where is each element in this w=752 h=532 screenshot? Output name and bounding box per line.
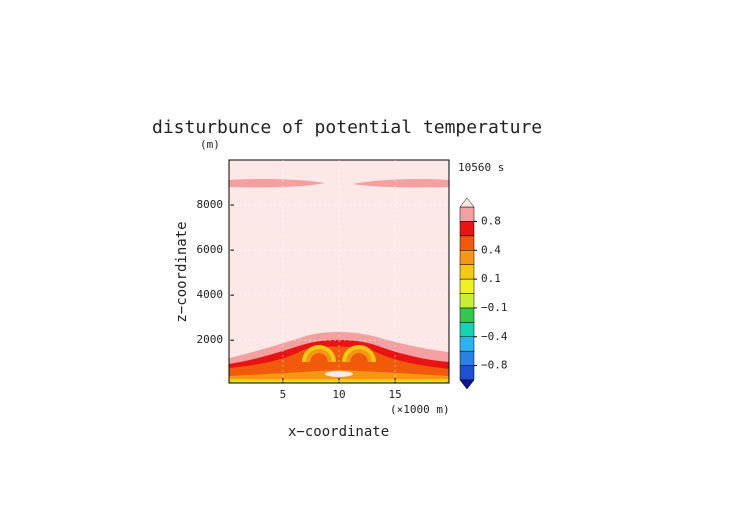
colorbar-extension	[459, 197, 475, 208]
colorbar-band	[459, 293, 475, 309]
colorbar-band	[459, 350, 475, 366]
colorbar-band	[459, 235, 475, 251]
contour-region	[306, 349, 372, 362]
x-axis-label: x−coordinate	[288, 424, 389, 440]
colorbar-band	[459, 278, 475, 294]
x-tick-label: 15	[388, 388, 401, 401]
y-tick-label: 4000	[197, 288, 224, 301]
x-tick-label: 10	[332, 388, 345, 401]
chart-title: disturbunce of potential temperature	[152, 117, 542, 138]
y-tick-label: 2000	[197, 333, 224, 346]
colorbar-band	[459, 264, 475, 280]
colorbar-extension	[459, 379, 475, 390]
colorbar-tick-label: −0.4	[481, 330, 508, 343]
colorbar-band	[459, 336, 475, 352]
y-axis-label: z−coordinate	[174, 221, 190, 322]
colorbar-band	[459, 206, 475, 222]
y-tick-label: 8000	[197, 198, 224, 211]
colorbar-tick-label: 0.8	[481, 214, 501, 227]
colorbar-tick-label: −0.1	[481, 301, 508, 314]
colorbar-band	[459, 250, 475, 265]
colorbar-tick-label: −0.8	[481, 359, 508, 372]
colorbar-band	[459, 307, 475, 323]
colorbar-band	[459, 221, 475, 237]
colorbar-band	[459, 322, 475, 338]
contour-region	[352, 179, 449, 188]
contour-region	[229, 179, 325, 188]
y-unit: (m)	[200, 138, 220, 151]
time-label: 10560 s	[458, 161, 504, 174]
colorbar-tick-label: 0.4	[481, 243, 501, 256]
contour-region	[325, 371, 353, 377]
colorbar-band	[459, 365, 475, 381]
x-unit: (×1000 m)	[390, 403, 450, 416]
colorbar-tick-label: 0.1	[481, 272, 501, 285]
y-tick-label: 6000	[197, 243, 224, 256]
x-tick-label: 5	[280, 388, 287, 401]
